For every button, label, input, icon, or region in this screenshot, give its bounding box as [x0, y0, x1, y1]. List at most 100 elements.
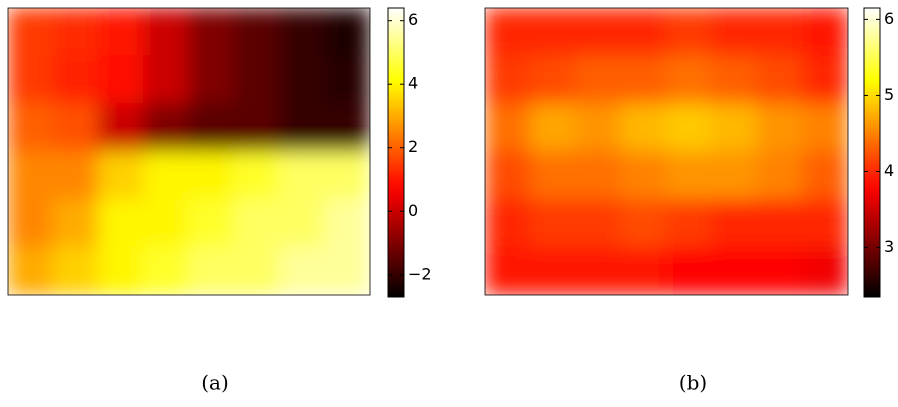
heatmap-cell [324, 55, 370, 105]
heatmap-cell [485, 198, 531, 248]
heatmap-cell [756, 103, 804, 152]
colorbar-tick-label: 4 [408, 74, 418, 93]
heatmap-cell [711, 8, 758, 57]
heatmap-cell [279, 103, 326, 152]
heatmap-cell [529, 151, 577, 200]
heatmap-cell [52, 198, 99, 248]
heatmap-cell [324, 8, 370, 57]
colorbar [387, 7, 405, 298]
heatmap-cell [8, 55, 54, 105]
panel-caption: (b) [679, 371, 707, 395]
heatmap-cell [324, 151, 370, 200]
heatmap-cell [52, 151, 99, 200]
heatmap-cell [485, 246, 531, 295]
heatmap-cell [188, 246, 235, 295]
heatmap-cell [529, 198, 577, 248]
heatmap-cell [233, 246, 280, 295]
heatmap-cell [188, 55, 235, 105]
heatmap-cell [756, 246, 804, 295]
heatmap-cell [529, 8, 577, 57]
heatmap-cell [52, 103, 99, 152]
heatmap-cell [324, 198, 370, 248]
heatmap-cell [143, 198, 190, 248]
heatmap-cell [802, 151, 848, 200]
plot-frame [7, 7, 371, 296]
heatmap-cell [666, 246, 713, 295]
heatmap-cell [620, 8, 667, 57]
heatmap-cell [143, 151, 190, 200]
heatmap-cell [279, 151, 326, 200]
heatmap-cell [756, 198, 804, 248]
colorbar-tick-label: 3 [884, 237, 894, 256]
heatmap-cell [98, 103, 145, 152]
heatmap-cell [620, 151, 667, 200]
heatmap-cell [575, 8, 622, 57]
heatmap-cell [802, 103, 848, 152]
heatmap-cell [620, 198, 667, 248]
heatmap-cells [8, 8, 370, 295]
heatmap-cell [756, 151, 804, 200]
heatmap-cell [711, 246, 758, 295]
heatmap-cell [529, 246, 577, 295]
heatmap-cell [575, 246, 622, 295]
heatmap-cell [666, 8, 713, 57]
heatmap-cell [666, 55, 713, 105]
heatmap-cell [143, 55, 190, 105]
colorbar-tick-label: 5 [884, 85, 894, 104]
heatmap-cell [620, 55, 667, 105]
heatmap-cell [52, 246, 99, 295]
heatmap-cell [143, 246, 190, 295]
colorbar-tick-label: 4 [884, 161, 894, 180]
heatmap-cell [98, 246, 145, 295]
colorbar-tick-label: 0 [408, 201, 418, 220]
heatmap-cell [233, 55, 280, 105]
plot-frame [484, 7, 849, 296]
heatmap-cell [52, 55, 99, 105]
heatmap-cell [8, 246, 54, 295]
heatmap-cell [188, 8, 235, 57]
heatmap-cell [98, 55, 145, 105]
heatmap-cell [620, 246, 667, 295]
heatmap-cell [575, 103, 622, 152]
heatmap-cell [324, 246, 370, 295]
colorbar-tick-label: −2 [408, 264, 432, 283]
heatmap-cell [188, 151, 235, 200]
heatmap-cell [485, 8, 531, 57]
heatmap-cell [711, 198, 758, 248]
heatmap-cell [756, 55, 804, 105]
heatmap-cell [485, 103, 531, 152]
heatmap-cell [233, 103, 280, 152]
heatmap-cell [756, 8, 804, 57]
heatmap-cell [666, 103, 713, 152]
panel-caption: (a) [201, 371, 229, 395]
heatmap-cell [279, 55, 326, 105]
heatmap-cell [711, 103, 758, 152]
heatmap-cell [802, 55, 848, 105]
heatmap-cells [485, 8, 848, 295]
heatmap [485, 8, 848, 295]
heatmap-cell [233, 151, 280, 200]
heatmap-cell [711, 151, 758, 200]
colorbar-tick-label: 6 [408, 10, 418, 29]
colorbar-tick-label: 6 [884, 9, 894, 28]
heatmap-cell [279, 198, 326, 248]
heatmap-cell [575, 198, 622, 248]
heatmap-cell [52, 8, 99, 57]
heatmap-cell [188, 103, 235, 152]
heatmap-cell [666, 198, 713, 248]
heatmap-cell [620, 103, 667, 152]
heatmap-cell [575, 151, 622, 200]
colorbar [863, 7, 881, 298]
heatmap-cell [8, 151, 54, 200]
heatmap [8, 8, 370, 295]
heatmap-cell [529, 55, 577, 105]
heatmap-cell [802, 198, 848, 248]
heatmap-cell [233, 198, 280, 248]
heatmap-cell [529, 103, 577, 152]
heatmap-cell [324, 103, 370, 152]
heatmap-cell [802, 246, 848, 295]
heatmap-cell [98, 198, 145, 248]
heatmap-cell [143, 8, 190, 57]
heatmap-cell [8, 103, 54, 152]
